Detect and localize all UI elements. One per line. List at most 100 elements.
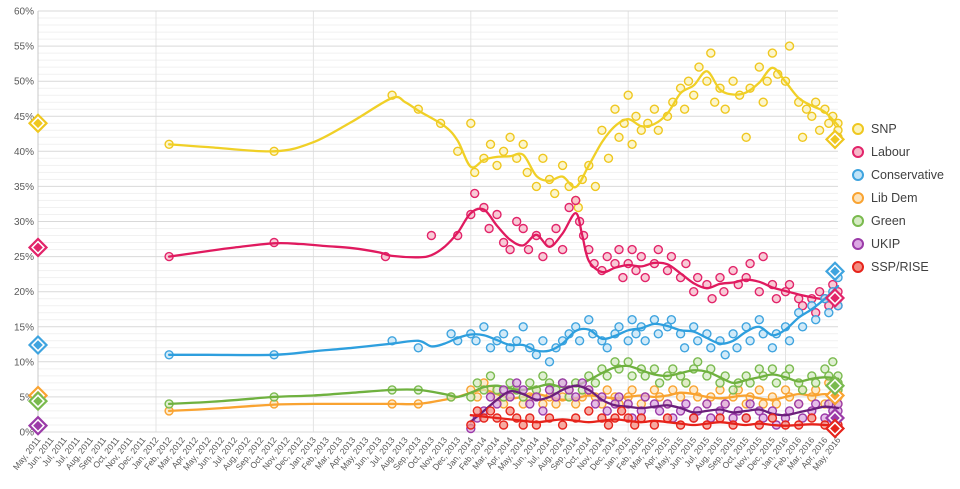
ukip-poll-point bbox=[758, 413, 768, 423]
green-poll-point bbox=[649, 364, 660, 374]
green-poll-point bbox=[728, 385, 738, 395]
ukip-poll-point bbox=[640, 392, 650, 402]
green-poll-point bbox=[797, 385, 808, 395]
green-poll-point bbox=[754, 364, 764, 374]
green-result-2011-core bbox=[33, 396, 43, 406]
snp-poll-point bbox=[623, 90, 633, 100]
ssp-rise-poll-point bbox=[649, 420, 660, 430]
ssp-rise-poll-point bbox=[636, 413, 646, 423]
snp-poll-point bbox=[522, 167, 532, 178]
snp-poll-point bbox=[784, 41, 795, 51]
labour-poll-point bbox=[771, 294, 782, 304]
y-tick-label: 55% bbox=[14, 42, 34, 53]
labour-poll-point bbox=[470, 188, 480, 199]
green-poll-point bbox=[472, 378, 482, 388]
labour-poll-point bbox=[719, 287, 729, 297]
conservative-poll-point bbox=[479, 322, 489, 332]
snp-poll-point bbox=[603, 153, 614, 164]
ukip-poll-point bbox=[557, 378, 568, 388]
ssp-rise-poll-point bbox=[689, 413, 699, 423]
election-results bbox=[27, 113, 846, 439]
snp-poll-point bbox=[754, 62, 764, 72]
labour-poll-point bbox=[797, 301, 808, 311]
y-tick-label: 25% bbox=[14, 252, 34, 263]
labour-poll-point bbox=[715, 272, 725, 283]
snp-poll-point bbox=[801, 104, 812, 114]
conservative-poll-point bbox=[666, 315, 677, 325]
labour-poll-point bbox=[618, 272, 628, 283]
conservative-poll-point bbox=[446, 329, 456, 339]
ukip-result-2016-core bbox=[830, 413, 840, 423]
conservative-poll-point bbox=[706, 343, 716, 353]
green-legend-marker-icon bbox=[852, 214, 864, 227]
lib-dem-poll-point bbox=[649, 385, 660, 395]
green-poll-point bbox=[538, 371, 548, 381]
ssp-rise-poll-point bbox=[557, 420, 568, 430]
snp-poll-point bbox=[767, 48, 778, 58]
labour-poll-point bbox=[636, 251, 646, 262]
lib-dem-poll-point bbox=[602, 385, 612, 395]
ssp-rise-poll-point bbox=[807, 413, 817, 423]
snp-poll-point bbox=[485, 139, 496, 150]
y-tick-label: 10% bbox=[14, 357, 34, 368]
green-poll-point bbox=[828, 357, 838, 367]
y-tick-label: 60% bbox=[14, 7, 34, 18]
snp-poll-point bbox=[720, 104, 730, 114]
ukip-legend-marker-icon bbox=[852, 237, 864, 250]
conservative-trend-line bbox=[167, 284, 840, 357]
snp-result-2011-core bbox=[33, 118, 43, 129]
ssp-rise-poll-point bbox=[498, 420, 509, 430]
labour-poll-point bbox=[523, 244, 534, 255]
snp-poll-point bbox=[814, 125, 825, 136]
legend-item-green: Green bbox=[852, 209, 944, 232]
snp-poll-point bbox=[694, 62, 704, 72]
legend-item-lib-dem: Lib Dem bbox=[852, 186, 944, 209]
snp-poll-point bbox=[710, 97, 720, 107]
labour-poll-point bbox=[640, 272, 650, 283]
labour-poll-point bbox=[551, 223, 561, 234]
snp-poll-point bbox=[557, 160, 568, 171]
green-poll-point bbox=[715, 378, 725, 388]
ukip-poll-point bbox=[720, 399, 730, 409]
conservative-poll-point bbox=[627, 315, 637, 325]
conservative-poll-point bbox=[498, 329, 509, 339]
snp-poll-point bbox=[679, 104, 690, 114]
snp-poll-point bbox=[807, 111, 817, 122]
labour-result-2011-core bbox=[33, 242, 43, 253]
snp-poll-point bbox=[498, 146, 509, 157]
green-trend-line bbox=[167, 364, 840, 406]
snp-poll-point bbox=[466, 118, 476, 129]
labour-poll-point bbox=[689, 287, 699, 297]
ukip-poll-point bbox=[602, 406, 612, 416]
snp-poll-point bbox=[706, 48, 716, 58]
ukip-poll-point bbox=[794, 399, 804, 409]
ssp-rise-poll-point bbox=[472, 406, 482, 416]
snp-poll-point bbox=[762, 76, 772, 86]
labour-result-2016-core bbox=[830, 293, 840, 303]
legend-item-labour: Labour bbox=[852, 140, 944, 163]
y-tick-label: 20% bbox=[14, 287, 34, 298]
ssp-rise-poll-point bbox=[754, 420, 764, 430]
green-poll-point bbox=[820, 364, 830, 374]
green-poll-point bbox=[654, 378, 665, 388]
ssp-rise-poll-point bbox=[466, 420, 476, 430]
conservative-result-2016-core bbox=[830, 266, 840, 277]
legend-label: SSP/RISE bbox=[871, 259, 929, 274]
labour-poll-point bbox=[627, 244, 637, 255]
snp-poll-point bbox=[683, 76, 694, 86]
labour-poll-point bbox=[728, 265, 738, 276]
series-snp bbox=[164, 41, 843, 213]
green-poll-point bbox=[623, 357, 633, 367]
legend-label: Lib Dem bbox=[871, 190, 918, 205]
labour-poll-point bbox=[602, 251, 612, 262]
conservative-poll-point bbox=[689, 322, 699, 332]
conservative-poll-point bbox=[732, 343, 742, 353]
legend-label: Labour bbox=[871, 144, 910, 159]
ukip-result-2011-core bbox=[33, 420, 43, 431]
labour-poll-point bbox=[538, 251, 548, 262]
snp-poll-point bbox=[758, 97, 768, 107]
ukip-poll-point bbox=[544, 385, 555, 395]
labour-poll-point bbox=[666, 251, 677, 262]
lib-dem-poll-point bbox=[627, 385, 637, 395]
ukip-poll-point bbox=[485, 392, 496, 402]
